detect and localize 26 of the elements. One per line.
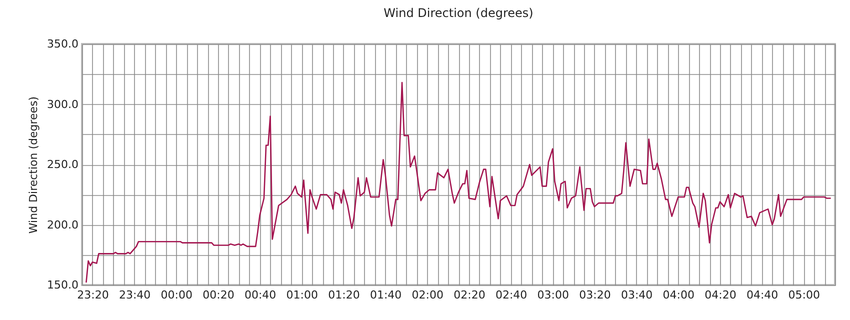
chart-title: Wind Direction (degrees) xyxy=(384,6,534,20)
line-series xyxy=(86,82,832,284)
x-tick-label: 01:40 xyxy=(370,288,402,302)
y-tick-label: 300.0 xyxy=(47,98,78,111)
x-tick-label: 01:00 xyxy=(286,288,318,302)
x-tick-label: 23:20 xyxy=(77,288,109,302)
x-tick-label: 01:20 xyxy=(328,288,360,302)
x-tick-label: 04:20 xyxy=(704,288,736,302)
x-tick-label: 04:00 xyxy=(662,288,694,302)
y-tick-label: 200.0 xyxy=(47,218,78,232)
y-tick-label: 250.0 xyxy=(47,158,78,171)
x-tick-label: 23:40 xyxy=(118,288,151,302)
x-tick-label: 02:20 xyxy=(454,288,486,302)
y-tick-label: 150.0 xyxy=(47,278,78,292)
x-tick-label: 03:40 xyxy=(620,288,653,302)
x-tick-label: 03:00 xyxy=(537,288,569,302)
x-tick-label: 03:20 xyxy=(579,288,611,302)
x-tick-label: 00:00 xyxy=(160,288,192,302)
y-tick-label: 350.0 xyxy=(47,38,78,50)
x-tick-label: 04:40 xyxy=(746,288,778,302)
x-tick-label: 02:00 xyxy=(412,288,444,302)
x-tick-label: 00:20 xyxy=(202,288,234,302)
y-axis-title: Wind Direction (degrees) xyxy=(27,96,40,234)
x-tick-label: 00:40 xyxy=(244,288,276,302)
x-tick-label: 05:00 xyxy=(788,288,820,302)
x-tick-label: 02:40 xyxy=(495,288,528,302)
